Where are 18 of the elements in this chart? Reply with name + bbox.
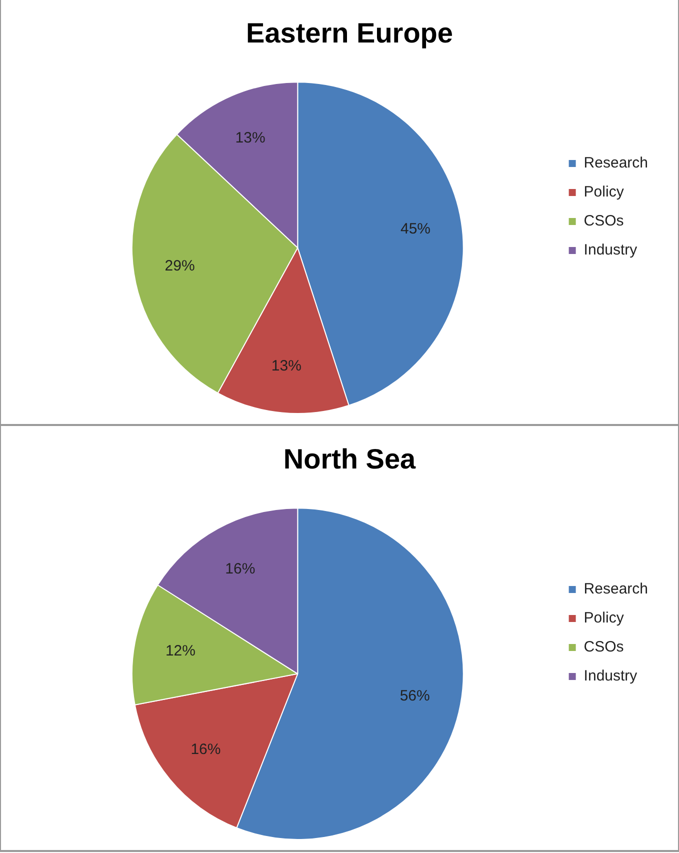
data-label: 16% [190,740,221,758]
data-label: 12% [165,642,196,660]
legend-label: Research [584,580,648,598]
data-label: 13% [235,129,266,146]
legend-label: CSOs [584,638,624,656]
legend-label: Policy [584,184,624,201]
data-label: 56% [400,687,430,704]
data-label: 29% [164,258,195,275]
data-label: 45% [400,220,430,238]
legend-label: Industry [584,668,638,685]
legend-label: CSOs [584,212,624,230]
legend-label: Industry [584,242,638,259]
legend-label: Policy [584,610,624,627]
chart-title: North Sea [283,444,416,475]
chart-title: Eastern Europe [246,18,453,49]
data-label: 13% [271,358,302,375]
legend-label: Research [584,154,648,172]
data-label: 16% [225,560,256,578]
